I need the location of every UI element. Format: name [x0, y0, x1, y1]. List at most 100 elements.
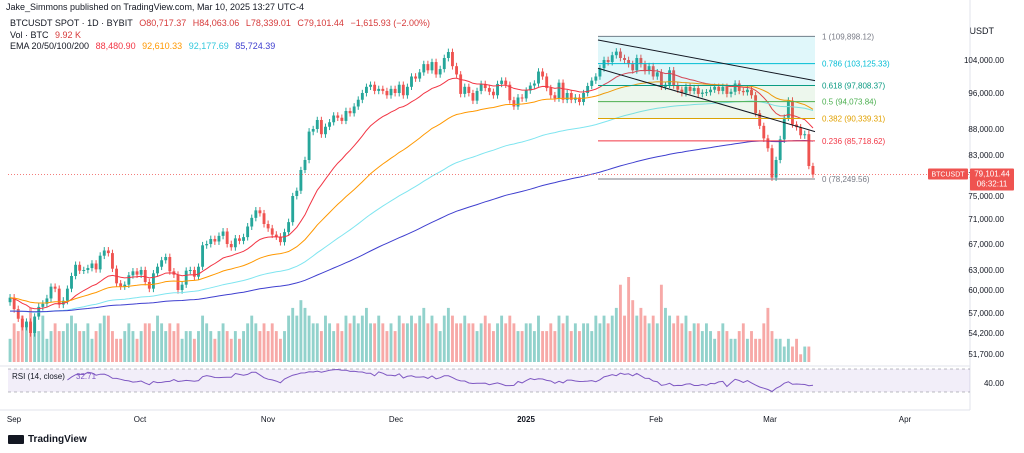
volume-bar: [221, 323, 225, 362]
volume-bar: [78, 331, 82, 362]
candle-body: [160, 260, 164, 267]
candle-body: [287, 222, 291, 233]
candle-body: [586, 85, 590, 93]
candle-body: [541, 71, 545, 77]
candle-body: [725, 86, 729, 94]
candle-body: [512, 100, 516, 107]
volume-bar: [283, 331, 286, 362]
candle-body: [713, 86, 717, 90]
symbol-label[interactable]: BTCUSDT SPOT · 1D · BYBIT: [10, 18, 133, 28]
candle-body: [393, 88, 397, 93]
candle-body: [397, 84, 401, 93]
candle-body: [471, 93, 475, 101]
candle-body: [151, 273, 155, 289]
volume-bar: [356, 323, 360, 362]
candle-body: [688, 86, 692, 91]
tradingview-logo-text: TradingView: [28, 434, 87, 445]
x-tick-label: Feb: [649, 415, 663, 424]
volume-bar: [287, 315, 291, 362]
candle-body: [741, 90, 745, 93]
symbol-tag-bg: [928, 168, 968, 180]
volume-bar: [741, 323, 745, 362]
candle-body: [238, 238, 241, 241]
candle-body: [811, 166, 815, 175]
x-tick-label: 2025: [517, 415, 535, 424]
volume-bar: [123, 331, 127, 362]
volume-bar: [754, 338, 758, 362]
volume-bar: [315, 323, 319, 362]
candle-body: [90, 263, 94, 269]
candle-body: [598, 68, 602, 77]
y-tick-label: 57,000.00: [968, 309, 1004, 318]
volume-bar: [700, 331, 704, 362]
volume-bar: [770, 331, 774, 362]
candle-body: [532, 83, 536, 86]
candle-body: [86, 268, 90, 270]
volume-bar: [37, 331, 41, 362]
candle-body: [135, 271, 139, 275]
rsi-axis-label: 40.00: [984, 379, 1005, 388]
volume-bar: [651, 315, 655, 362]
volume-bar: [590, 331, 594, 362]
volume-bar: [778, 338, 782, 362]
candle-body: [242, 237, 245, 241]
volume-bar: [111, 331, 114, 362]
ema-legend: EMA 20/50/100/200 88,480.90 92,610.33 92…: [10, 41, 279, 51]
volume-bar: [340, 331, 344, 362]
candle-body: [311, 129, 315, 132]
volume-bar: [344, 315, 348, 362]
volume-bar: [168, 323, 172, 362]
candle-body: [590, 80, 594, 86]
candle-body: [455, 66, 458, 75]
volume-bar: [627, 277, 631, 362]
volume-bar: [750, 331, 753, 362]
volume-bar: [688, 331, 692, 362]
candle-body: [299, 170, 303, 191]
y-tick-label: 75,000.00: [968, 192, 1004, 201]
volume-bar: [41, 315, 45, 362]
volume-bar: [176, 323, 180, 362]
tradingview-logo[interactable]: TradingView: [8, 434, 87, 445]
volume-bar: [659, 284, 663, 362]
candle-body: [807, 134, 811, 166]
candle-body: [49, 286, 53, 299]
candle-body: [53, 286, 57, 289]
volume-bar: [545, 331, 549, 362]
volume-bar: [53, 323, 57, 362]
fib-level-label: 0.382 (90,339.31): [822, 114, 885, 123]
candle-body: [131, 271, 135, 276]
volume-bar: [410, 315, 413, 362]
candle-body: [438, 69, 442, 75]
volume-bar: [381, 323, 385, 362]
volume-bar: [172, 331, 176, 362]
volume-bar: [573, 323, 577, 362]
candle-body: [537, 71, 540, 84]
candle-body: [524, 90, 528, 99]
candle-body: [651, 66, 655, 77]
volume-bar: [311, 323, 315, 362]
volume-label[interactable]: Vol · BTC: [10, 30, 49, 40]
ema200-line: [10, 139, 814, 313]
candle-body: [102, 250, 106, 256]
ema-label[interactable]: EMA 20/50/100/200: [10, 41, 90, 51]
volume-bar: [360, 315, 364, 362]
candle-body: [442, 58, 446, 70]
candle-body: [164, 257, 168, 261]
candle-body: [483, 83, 487, 89]
volume-bar: [49, 331, 53, 362]
volume-bar: [135, 338, 139, 362]
volume-bar: [655, 323, 659, 362]
candle-body: [123, 284, 127, 287]
volume-bar: [614, 307, 618, 362]
volume-bar: [516, 331, 520, 362]
candle-body: [139, 270, 143, 275]
volume-bar: [348, 323, 352, 362]
candle-body: [700, 92, 704, 94]
volume-bar: [578, 331, 581, 362]
fib-zone-upper: [598, 36, 815, 86]
y-tick-label: 51,700.00: [968, 350, 1004, 359]
candle-body: [459, 74, 463, 94]
volume-bar: [664, 307, 667, 362]
volume-bar: [115, 338, 118, 362]
